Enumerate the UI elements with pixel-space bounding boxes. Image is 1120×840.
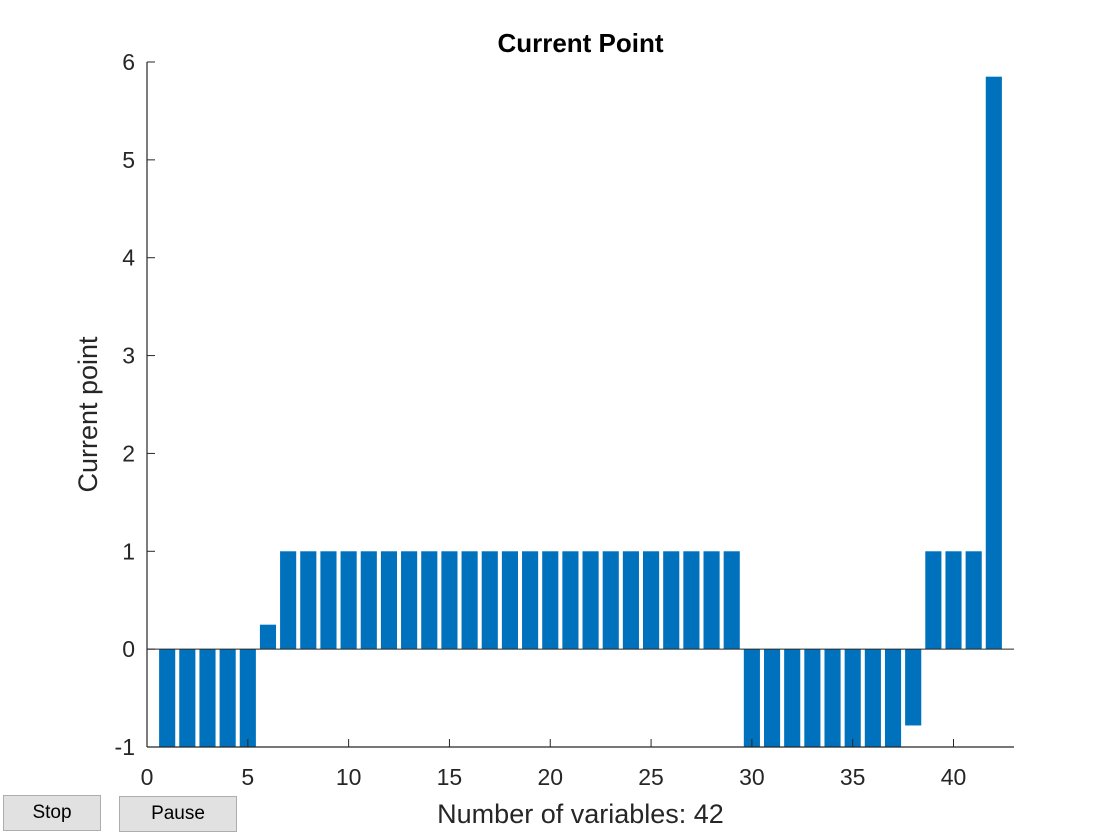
bar-26 bbox=[663, 551, 680, 650]
bar-12 bbox=[380, 551, 398, 650]
y-tick-label: 6 bbox=[122, 49, 135, 75]
bar-13 bbox=[401, 551, 418, 650]
bar-10 bbox=[340, 551, 357, 650]
x-tick-label: 40 bbox=[941, 764, 967, 790]
bar-25 bbox=[643, 551, 660, 650]
bar-32 bbox=[784, 649, 801, 747]
bar-24 bbox=[622, 551, 639, 650]
bar-34 bbox=[824, 649, 841, 747]
x-tick-label: 5 bbox=[241, 764, 254, 790]
bar-38 bbox=[905, 649, 922, 726]
x-tick-label: 20 bbox=[537, 764, 563, 790]
bar-11 bbox=[360, 551, 377, 650]
bar-42 bbox=[985, 76, 1002, 650]
y-tick-label: 5 bbox=[122, 147, 135, 173]
bar-33 bbox=[804, 649, 821, 747]
bar-3 bbox=[199, 649, 216, 747]
bar-19 bbox=[522, 551, 539, 650]
bar-21 bbox=[562, 551, 579, 650]
bar-31 bbox=[763, 649, 781, 747]
x-tick-label: 0 bbox=[141, 764, 154, 790]
x-tick-label: 15 bbox=[437, 764, 463, 790]
pause-button[interactable]: Pause bbox=[119, 796, 237, 832]
bar-36 bbox=[864, 649, 881, 747]
y-tick-label: 1 bbox=[122, 538, 135, 564]
x-tick-label: 30 bbox=[739, 764, 765, 790]
y-tick-label: 3 bbox=[122, 343, 135, 369]
bar-14 bbox=[421, 551, 438, 650]
bar-1 bbox=[159, 649, 176, 747]
bar-20 bbox=[542, 551, 559, 650]
bar-41 bbox=[965, 551, 982, 650]
x-tick-label: 35 bbox=[840, 764, 866, 790]
y-tick-label: 0 bbox=[122, 636, 135, 662]
x-tick-label: 25 bbox=[638, 764, 664, 790]
y-ticks: -1 0 1 2 3 4 5 6 bbox=[115, 49, 155, 760]
bar-7 bbox=[280, 551, 297, 650]
bar-4 bbox=[219, 649, 236, 747]
bar-22 bbox=[582, 551, 599, 650]
bar-28 bbox=[703, 551, 720, 650]
bar-18 bbox=[501, 551, 518, 650]
bar-15 bbox=[441, 551, 458, 650]
bar-6 bbox=[259, 624, 277, 650]
bar-29 bbox=[723, 551, 740, 650]
x-tick-label: 10 bbox=[336, 764, 362, 790]
axes-group bbox=[146, 62, 1014, 748]
bar-5 bbox=[239, 649, 256, 747]
bar-17 bbox=[481, 551, 498, 650]
bar-37 bbox=[884, 649, 902, 747]
bar-40 bbox=[945, 551, 962, 650]
bar-27 bbox=[683, 551, 700, 650]
bar-2 bbox=[179, 649, 196, 747]
y-tick-label: 4 bbox=[122, 245, 135, 271]
bar-30 bbox=[743, 649, 760, 747]
bar-23 bbox=[602, 551, 619, 650]
bar-35 bbox=[844, 649, 861, 747]
bar-9 bbox=[320, 551, 337, 650]
bar-16 bbox=[461, 551, 478, 650]
y-axis-label: Current point bbox=[73, 336, 103, 493]
x-axis-label: Number of variables: 42 bbox=[437, 799, 724, 829]
bars-group bbox=[159, 76, 1002, 747]
chart-title: Current Point bbox=[497, 28, 663, 58]
bar-39 bbox=[925, 551, 942, 650]
bar-8 bbox=[300, 551, 317, 650]
y-tick-label: -1 bbox=[115, 734, 135, 760]
x-ticks: 0 5 10 15 20 25 30 35 40 bbox=[141, 739, 967, 790]
stop-button[interactable]: Stop bbox=[3, 795, 101, 831]
y-tick-label: 2 bbox=[122, 440, 135, 466]
